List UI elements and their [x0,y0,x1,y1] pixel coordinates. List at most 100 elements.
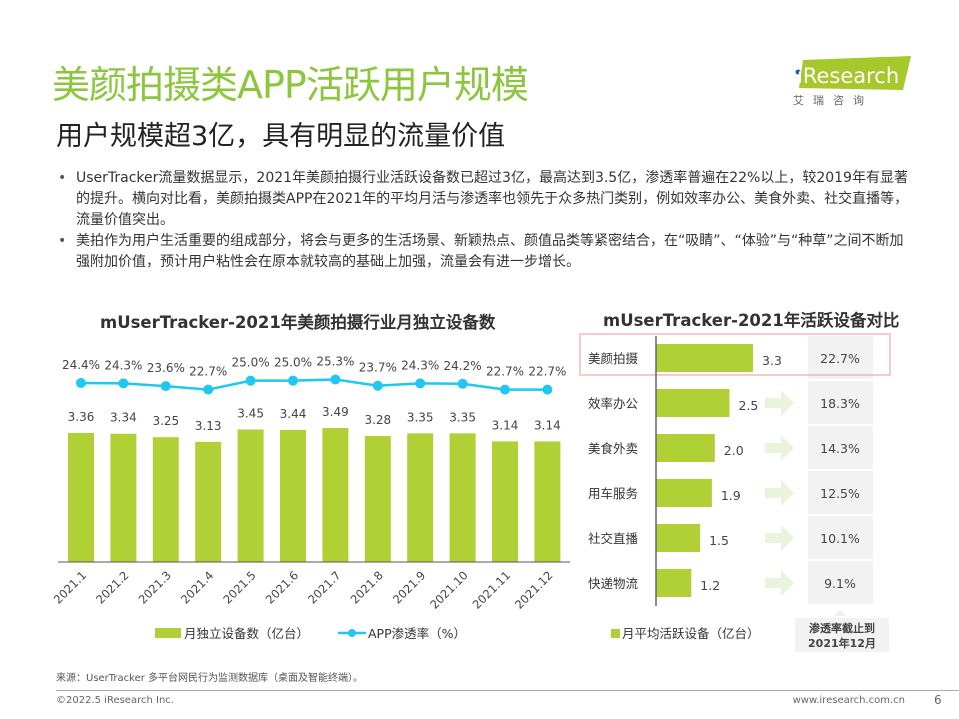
bar-label: 3.45 [237,407,264,421]
penetration-value: 12.5% [820,486,860,501]
bar-2021.11 [492,441,518,562]
svg-text:艾瑞咨询: 艾瑞咨询 [793,93,873,107]
category-label: 社交直播 [588,531,639,546]
bar-2021.4 [195,441,222,562]
bar-2021.2 [110,433,137,562]
penetration-label: 22.7% [189,365,227,379]
penetration-label: 24.3% [104,358,142,372]
page-title: 美颜拍摄类APP活跃用户规模 [52,63,529,107]
penetration-point [542,384,553,395]
penetration-cell [808,426,873,469]
arrow-icon [765,525,794,551]
legend-bar-swatch [155,628,181,638]
x-tick-label: 2021.4 [178,568,216,606]
penetration-point [415,378,426,389]
legend-label: 月平均活跃设备（亿台） [622,626,760,641]
x-tick-label: 2021.3 [136,568,174,606]
bar-value: 1.2 [700,578,720,593]
footer-divider [56,690,959,691]
category-label: 美食外卖 [588,441,638,456]
penetration-point [245,375,256,386]
bar-value: 1.5 [709,533,729,548]
left-chart-title: mUserTracker-2021年美颜拍摄行业月独立设备数 [100,313,496,332]
penetration-point [457,378,468,389]
website-link[interactable]: www.iresearch.com.cn [792,695,905,706]
bar-美颜拍摄 [656,344,754,372]
bar-美食外卖 [656,434,715,462]
svg-text:iResearch: iResearch [797,64,899,88]
penetration-label: 25.0% [232,356,270,370]
bar-label: 3.49 [322,405,349,419]
penetration-line [80,378,548,391]
penetration-label: 25.3% [316,354,354,368]
penetration-point [160,381,171,392]
penetration-label: 23.7% [359,361,397,375]
penetration-point [76,378,86,388]
iresearch-logo: iResearch 艾瑞咨询 [793,56,911,107]
legend-line-label: APP渗透率（%） [368,626,466,641]
bar-value: 2.5 [739,398,759,413]
bar-value: 1.9 [721,488,741,503]
penetration-point [500,384,510,395]
bar-2021.6 [280,429,306,562]
x-tick-label: 2021.10 [427,568,471,612]
highlight-box [579,333,891,376]
bar-label: 3.13 [195,419,222,433]
arrow-icon [765,435,794,461]
category-label: 效率办公 [588,396,639,411]
bar-value: 2.0 [724,443,744,458]
copyright: ©2022.5 iResearch Inc. [56,695,174,706]
bar-2021.7 [322,427,349,562]
bar-label: 3.44 [280,407,307,421]
arrow-icon [765,570,794,596]
bar-2021.3 [152,437,179,562]
penetration-point [288,375,298,386]
penetration-cell [808,336,873,379]
penetration-label: 22.7% [486,365,524,379]
bar-value: 3.3 [762,353,782,368]
penetration-cell [808,381,873,424]
penetration-value: 14.3% [820,441,860,456]
bullet-item: UserTracker流量数据显示，2021年美颜拍摄行业活跃设备数已超过3亿，… [56,168,916,231]
bar-2021.10 [449,433,476,562]
x-tick-label: 2021.8 [348,568,386,606]
legend-bar-label: 月独立设备数（亿台） [184,626,309,641]
bar-效率办公 [656,389,730,417]
penetration-point [372,380,383,391]
bar-label: 3.34 [110,411,137,425]
penetration-cell [808,516,873,559]
legend-line-marker [348,629,356,637]
penetration-label: 24.3% [401,358,439,372]
x-tick-label: 2021.12 [512,568,556,612]
penetration-caption: 2021年12月 [808,636,876,650]
bar-2021.8 [364,436,391,562]
category-label: 快递物流 [588,576,639,591]
x-tick-label: 2021.7 [305,568,343,606]
x-tick-label: 2021.6 [263,568,301,606]
bar-2021.5 [237,429,264,562]
up-arrow-icon [834,610,846,616]
penetration-point [330,374,341,385]
penetration-cell [808,471,873,514]
penetration-value: 22.7% [820,351,860,366]
x-tick-label: 2021.1 [51,568,89,606]
bar-label: 3.28 [364,413,391,427]
bar-label: 3.14 [534,418,561,432]
right-chart-title: mUserTracker-2021年活跃设备对比 [603,311,900,330]
page-subtitle: 用户规模超3亿，具有明显的流量价值 [56,121,506,152]
penetration-value: 18.3% [820,396,860,411]
category-label: 用车服务 [588,486,638,501]
bar-label: 3.25 [152,414,179,428]
penetration-label: 24.4% [62,358,100,372]
x-tick-label: 2021.11 [470,568,514,612]
x-tick-label: 2021.9 [390,568,428,606]
bar-label: 3.36 [68,410,95,424]
penetration-label: 23.6% [147,361,185,375]
penetration-value: 10.1% [820,531,860,546]
penetration-cell [808,561,873,604]
bar-2021.9 [407,433,434,562]
summary-bullets: UserTracker流量数据显示，2021年美颜拍摄行业活跃设备数已超过3亿，… [56,168,916,273]
bar-label: 3.35 [407,410,434,424]
bar-快递物流 [656,569,692,597]
penetration-caption-box [795,618,889,652]
